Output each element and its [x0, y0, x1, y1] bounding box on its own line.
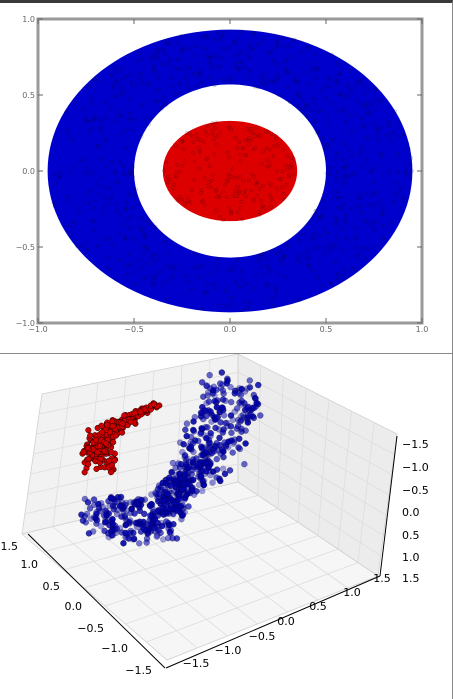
chart-3d: 1.51.00.50.0−0.5−1.0−1.5−1.5−1.0−0.50.00… — [1, 354, 429, 677]
x-tick-label: 0.0 — [277, 615, 295, 628]
y-tick-label: 0.0 — [65, 600, 83, 613]
chart-3d-panel: 1.5 1.0 0.5 0.0 −0.5 −1.0 −1.5 −1.5 −1.0 −0.5 0.0 0… — [0, 354, 453, 699]
y-tick-label: −1.0 — [101, 642, 128, 655]
z-tick-label: −0.5 — [402, 484, 429, 497]
y-tick-label: 0.5 — [22, 91, 35, 100]
y-tick-label: −0.5 — [16, 243, 35, 252]
x-tick-label: −0.5 — [124, 325, 143, 334]
z-tick-label: 1.0 — [402, 551, 420, 564]
red-series — [79, 400, 163, 476]
y-tick-label: 1.0 — [22, 15, 35, 24]
x-tick-label: 0.5 — [309, 600, 327, 613]
z-tick-label: 0.0 — [402, 506, 420, 519]
chart-2d: −1.0 −0.5 0.0 0.5 1.0 1.0 0.5 0.0 −0.5 −1.0 — [16, 15, 429, 334]
y-tick-label: 1.5 — [1, 540, 19, 553]
x-tick-label: −1.5 — [183, 657, 210, 670]
y-tick-label: 0.5 — [43, 580, 61, 593]
x-tick-label: −1.0 — [215, 644, 242, 657]
x-tick-label: 0.0 — [224, 325, 237, 334]
x-tick-label: 1.0 — [416, 325, 429, 334]
x-tick-label: −0.5 — [249, 630, 276, 643]
y-tick-label: −1.0 — [16, 319, 35, 328]
z-tick-label: 0.5 — [402, 529, 420, 542]
z-axis-line — [379, 435, 398, 577]
point-texture — [51, 29, 414, 312]
z-tick-label: −1.0 — [402, 461, 429, 474]
x-tick-label: 1.5 — [373, 572, 391, 585]
chart-2d-panel: −1.0 −0.5 0.0 0.5 1.0 1.0 0.5 0.0 −0.5 −1.0 — [0, 0, 453, 354]
x-axis-line — [165, 575, 381, 669]
x-tick-label: 0.5 — [320, 325, 333, 334]
y-tick-label: 1.0 — [21, 558, 39, 571]
z-tick-label: 1.5 — [402, 572, 420, 585]
scatter-points — [47, 29, 413, 313]
blue-series — [78, 369, 264, 547]
y-tick-label: −1.5 — [125, 664, 152, 677]
x-tick-label: −1.0 — [28, 325, 47, 334]
y-axis-line — [27, 533, 166, 669]
inner-disc-series — [162, 120, 298, 222]
z-tick-label: −1.5 — [402, 438, 429, 451]
y-tick-label: −0.5 — [77, 622, 104, 635]
x-tick-label: 1.0 — [343, 586, 361, 599]
y-tick-label: 0.0 — [22, 167, 35, 176]
